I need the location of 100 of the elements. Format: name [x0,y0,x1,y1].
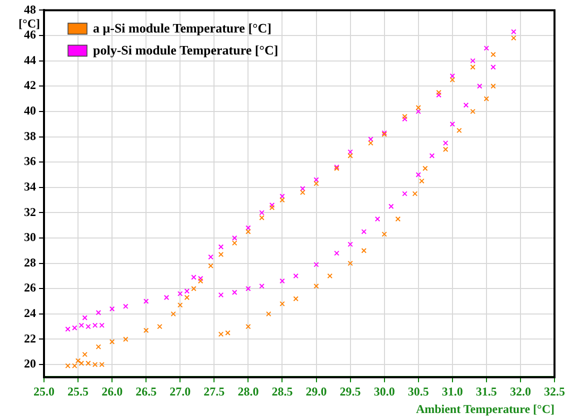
y-tick-label: 40 [24,104,36,118]
point [293,296,298,302]
x-tick-label: 28.5 [272,384,293,398]
point [75,358,81,364]
point [456,128,462,134]
y-tick-label: 22 [24,331,36,346]
y-tick-label: 36 [24,154,36,168]
point [429,153,435,158]
point [123,336,128,342]
x-tick-label: 30.0 [374,384,395,398]
point [198,278,204,284]
point [450,77,456,82]
point [178,291,183,296]
point [246,324,251,330]
y-tick-label: 26 [24,280,36,295]
point [388,204,394,209]
x-tick-label: 31.0 [442,384,463,398]
point [511,29,516,34]
point [402,191,408,196]
point [96,344,102,350]
point [82,352,88,358]
y-tick-label: 20 [24,356,36,371]
point [123,304,128,309]
point [184,288,190,294]
x-tick-label: 28.0 [238,384,259,398]
point [164,294,170,300]
x-tick-label: 32.0 [510,384,531,398]
point [191,274,196,280]
y-tick-label: 28 [24,255,36,270]
point [412,191,418,196]
point [348,153,353,158]
y-tick-label: 34 [24,179,36,194]
point [361,248,367,254]
point [198,276,204,282]
point [208,254,214,260]
y-tick-label: 32 [24,204,36,219]
point [170,311,176,317]
point [82,315,88,320]
y-tick-label: 46 [24,28,36,42]
point [402,116,408,122]
point [246,225,251,230]
point [477,84,482,89]
y-axis-title: [°C] [18,16,40,30]
point [314,180,319,186]
point [484,96,490,102]
y-tick-label: 38 [24,128,36,143]
x-tick-label: 30.5 [408,384,429,398]
point [348,260,353,266]
point [280,197,285,203]
point [191,286,196,292]
point [300,186,306,192]
point [368,140,374,146]
point [402,114,408,120]
point [218,332,224,337]
point [327,273,332,279]
point [232,290,238,296]
point [99,362,104,368]
point [109,306,115,312]
point [208,263,214,268]
point [314,283,319,289]
point [470,108,476,114]
point [280,194,285,199]
point [246,286,251,292]
point [382,232,387,237]
point [334,250,340,256]
point [314,262,319,268]
legend-label: a μ-Si module Temperature [°C] [93,20,272,36]
y-tick-label: 24 [24,306,36,320]
point [86,360,91,366]
point [92,362,98,368]
x-tick-label: 26.5 [136,384,157,398]
point [225,330,230,336]
point [442,146,448,152]
point [218,252,224,258]
point [442,140,448,146]
y-tick-label: 44 [24,52,36,67]
legend-label: poly-Si module Temperature [°C] [93,42,278,58]
x-tick-label: 27.0 [170,384,191,398]
point [463,102,469,108]
point [422,166,428,172]
point [178,302,183,308]
point [78,360,84,366]
point [348,149,353,155]
point [218,292,224,298]
point [232,235,238,241]
point [280,278,285,284]
x-tick-label: 26.0 [102,384,123,398]
point [368,136,374,142]
point [490,52,496,58]
y-tick-label: 48 [24,2,36,16]
x-tick-label: 32.5 [544,384,565,398]
point [232,240,238,246]
point [246,229,251,234]
point [269,205,275,210]
point [259,210,264,216]
point [450,73,456,79]
point [436,92,442,98]
point [484,46,490,51]
point [395,216,401,222]
x-tick-label: 29.0 [306,384,327,398]
